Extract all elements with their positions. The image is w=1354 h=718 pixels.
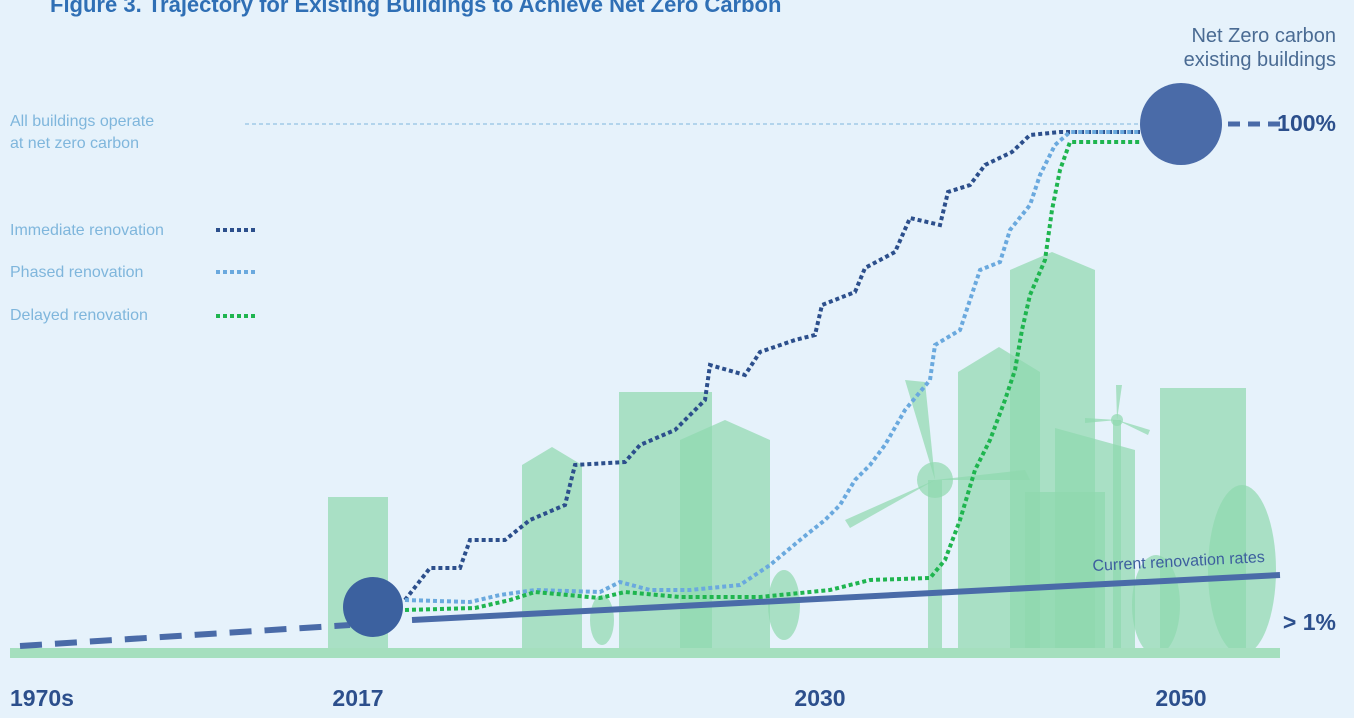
- goal-label: 100%: [1277, 110, 1336, 136]
- phased-line: [404, 130, 1140, 605]
- goal-line: existing buildings: [1184, 49, 1336, 71]
- goal-line: Net Zero carbon: [1191, 25, 1336, 47]
- goal-node: [1140, 83, 1222, 165]
- buildings: [10, 252, 1280, 658]
- immediate-line: [403, 130, 1140, 602]
- rate-label: > 1%: [1283, 609, 1336, 635]
- x-label: 2050: [1155, 685, 1206, 711]
- legend-label: Phased renovation: [10, 264, 143, 281]
- x-label: 2030: [794, 685, 845, 711]
- x-label: 1970s: [10, 685, 74, 711]
- ground: [10, 648, 1280, 658]
- history-line: [19, 622, 351, 649]
- current-line: [411, 572, 1281, 623]
- start-node: [343, 577, 403, 637]
- target-line: All buildings operate: [10, 113, 154, 130]
- delayed-line: [404, 140, 1140, 612]
- legend-label: Delayed renovation: [10, 307, 148, 324]
- legend-label: Immediate renovation: [10, 222, 164, 239]
- target-line: at net zero carbon: [10, 135, 139, 152]
- x-label: 2017: [332, 685, 383, 711]
- title: Figure 3. Trajectory for Existing Buildi…: [50, 0, 781, 17]
